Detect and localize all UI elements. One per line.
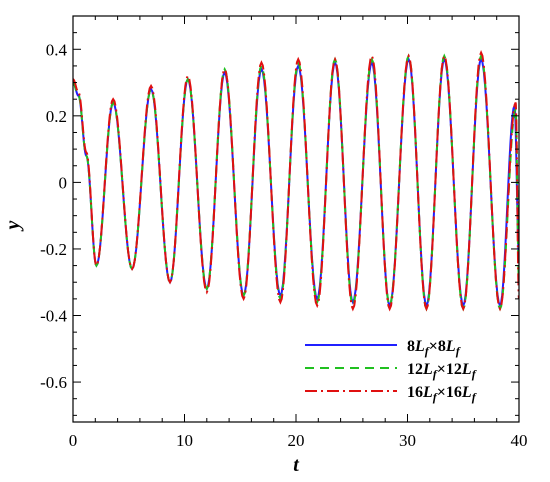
series-line-2 bbox=[73, 53, 519, 312]
legend-label-1: 8Lf×8Lf bbox=[407, 338, 461, 358]
series-line-3 bbox=[73, 49, 519, 312]
x-axis-title: t bbox=[293, 454, 300, 476]
y-tick-label: 0.2 bbox=[46, 107, 67, 126]
y-tick-label: -0.6 bbox=[40, 373, 67, 392]
legend: 8Lf×8Lf 12Lf×12Lf 16Lf×16Lf bbox=[305, 338, 477, 404]
y-tick-label: -0.2 bbox=[40, 240, 67, 259]
x-tick-label: 10 bbox=[176, 431, 193, 450]
legend-label-3: 16Lf×16Lf bbox=[407, 384, 477, 404]
x-tick-label: 40 bbox=[511, 431, 528, 450]
y-tick-label: 0 bbox=[59, 173, 68, 192]
legend-label-2: 12Lf×12Lf bbox=[407, 361, 477, 381]
x-tick-label: 30 bbox=[399, 431, 416, 450]
x-tick-label: 20 bbox=[288, 431, 305, 450]
y-tick-label: 0.4 bbox=[46, 40, 68, 59]
axes-layer: 0 10 20 30 40 -0.6 -0.4 -0.2 0 0.2 0.4 t y bbox=[2, 15, 528, 476]
series-layer bbox=[73, 49, 519, 312]
x-tick-label: 0 bbox=[69, 431, 78, 450]
y-axis-title: y bbox=[2, 220, 24, 231]
y-tick-label: -0.4 bbox=[40, 307, 67, 326]
series-line-1 bbox=[73, 56, 519, 309]
